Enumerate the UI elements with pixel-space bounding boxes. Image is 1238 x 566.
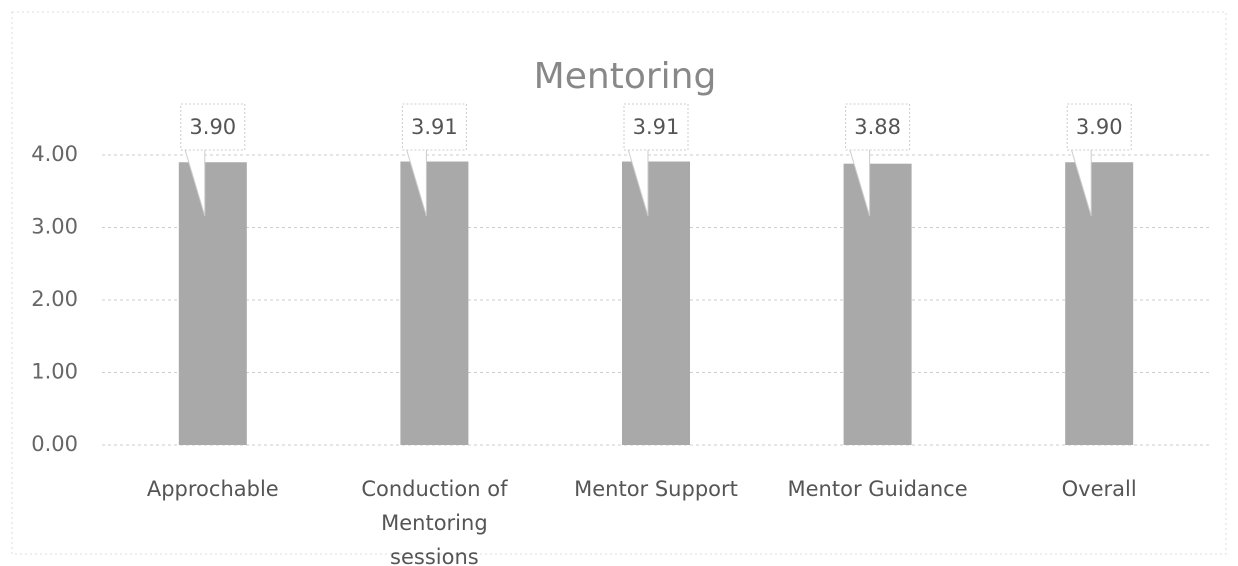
bar	[178, 162, 247, 445]
x-tick-label: Mentor Support	[574, 477, 738, 501]
data-label: 3.90	[1076, 115, 1123, 139]
x-tick-label: Overall	[1061, 477, 1137, 501]
x-tick-label: Mentor Guidance	[787, 477, 968, 501]
y-tick-label: 4.00	[31, 142, 78, 166]
callout-box	[623, 103, 689, 151]
bar	[400, 161, 469, 445]
bar	[622, 161, 690, 445]
y-tick-label: 3.00	[31, 215, 78, 239]
x-tick-label: Conduction of Mentoring sessions	[361, 477, 508, 566]
chart-border	[11, 11, 1227, 555]
y-tick-label: 2.00	[31, 287, 78, 311]
bar	[843, 163, 912, 445]
callout-box	[845, 103, 911, 151]
x-tick-label: Approchable	[146, 477, 279, 501]
data-label: 3.91	[633, 115, 680, 139]
data-label: 3.88	[854, 115, 901, 139]
bar	[1065, 162, 1134, 445]
callout-box	[180, 103, 246, 151]
callout-box	[1066, 103, 1132, 151]
y-tick-label: 1.00	[31, 360, 78, 384]
callout-box	[401, 103, 467, 151]
chart-title: Mentoring	[534, 56, 717, 97]
data-label: 3.91	[411, 115, 458, 139]
y-tick-label: 0.00	[31, 432, 78, 456]
data-label: 3.90	[189, 115, 236, 139]
